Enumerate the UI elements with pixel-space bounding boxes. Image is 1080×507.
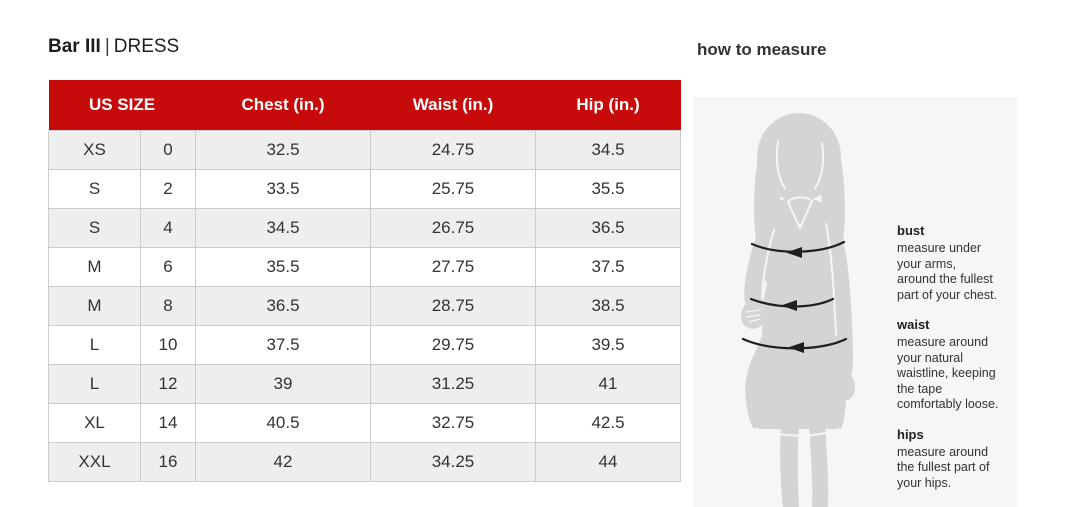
page-title: Bar III | DRESS [48, 36, 179, 58]
cell-hip: 42.5 [535, 402, 681, 443]
measure-label: hips [897, 426, 924, 442]
cell-letter: XL [48, 402, 141, 443]
cell-number: 4 [140, 207, 196, 248]
table-row: L 12 39 31.25 41 [48, 363, 681, 404]
cell-letter: S [48, 168, 141, 209]
cell-number: 10 [140, 324, 196, 365]
category-name: DRESS [113, 36, 180, 57]
table-row: XS 0 32.5 24.75 34.5 [48, 129, 681, 170]
size-table-body: XS 0 32.5 24.75 34.5 S 2 33.5 25.75 35.5 S 4 34.5 26.… [48, 129, 681, 482]
measure-label: bust [897, 223, 925, 238]
how-to-measure-panel: bust measure under your arms, around the … [693, 97, 1017, 507]
cell-chest: 34.5 [195, 207, 371, 248]
table-row: M 8 36.5 28.75 38.5 [48, 285, 681, 326]
header-us-size: US SIZE [48, 80, 196, 130]
cell-chest: 39 [195, 363, 371, 404]
cell-hip: 34.5 [535, 129, 681, 170]
measure-section-waist: waist measure around your natural waistli… [897, 317, 1011, 413]
size-chart-header: US SIZE Chest (in.) Waist (in.) Hip (in.… [48, 80, 681, 130]
cell-number: 6 [140, 246, 196, 287]
measure-sections: bust measure under your arms, around the … [897, 223, 1011, 505]
table-row: S 4 34.5 26.75 36.5 [48, 207, 681, 248]
cell-chest: 37.5 [195, 324, 371, 365]
measure-section-bust: bust measure under your arms, around the … [897, 223, 1011, 303]
measure-text: measure under your arms, around the full… [897, 241, 998, 302]
cell-waist: 24.75 [370, 129, 536, 170]
header-waist: Waist (in.) [370, 80, 536, 130]
cell-waist: 27.75 [370, 246, 536, 287]
cell-number: 14 [140, 402, 196, 443]
cell-letter: XXL [48, 441, 141, 482]
cell-chest: 40.5 [195, 402, 371, 443]
cell-chest: 36.5 [195, 285, 371, 326]
table-row: L 10 37.5 29.75 39.5 [48, 324, 681, 365]
cell-hip: 38.5 [535, 285, 681, 326]
cell-hip: 35.5 [535, 168, 681, 209]
cell-letter: M [48, 246, 141, 287]
table-row: M 6 35.5 27.75 37.5 [48, 246, 681, 287]
table-row: XXL 16 42 34.25 44 [48, 441, 681, 482]
title-separator: | [104, 36, 110, 57]
cell-waist: 34.25 [370, 441, 536, 482]
measure-text: measure around the fullest part of your … [897, 444, 990, 490]
cell-letter: M [48, 285, 141, 326]
table-row: S 2 33.5 25.75 35.5 [48, 168, 681, 209]
woman-silhouette-icon [741, 113, 855, 507]
cell-waist: 32.75 [370, 402, 536, 443]
header-chest: Chest (in.) [195, 80, 371, 130]
cell-letter: L [48, 324, 141, 365]
cell-hip: 39.5 [535, 324, 681, 365]
brand-name: Bar III [48, 36, 101, 57]
cell-number: 0 [140, 129, 196, 170]
size-chart-table: US SIZE Chest (in.) Waist (in.) Hip (in.… [48, 80, 681, 482]
measurement-figure-illustration [693, 97, 903, 507]
cell-letter: S [48, 207, 141, 248]
cell-waist: 28.75 [370, 285, 536, 326]
cell-letter: XS [48, 129, 141, 170]
cell-waist: 25.75 [370, 168, 536, 209]
cell-waist: 26.75 [370, 207, 536, 248]
cell-chest: 42 [195, 441, 371, 482]
cell-letter: L [48, 363, 141, 404]
measurement-arrows [741, 240, 848, 353]
cell-chest: 32.5 [195, 129, 371, 170]
measure-section-hips: hips measure around the fullest part of y… [897, 427, 1011, 492]
cell-number: 16 [140, 441, 196, 482]
cell-hip: 41 [535, 363, 681, 404]
table-row: XL 14 40.5 32.75 42.5 [48, 402, 681, 443]
cell-chest: 35.5 [195, 246, 371, 287]
cell-hip: 36.5 [535, 207, 681, 248]
cell-waist: 29.75 [370, 324, 536, 365]
how-to-measure-title: how to measure [697, 40, 827, 59]
header-hip: Hip (in.) [535, 80, 681, 130]
cell-number: 12 [140, 363, 196, 404]
cell-hip: 37.5 [535, 246, 681, 287]
cell-waist: 31.25 [370, 363, 536, 404]
measure-text: measure around your natural waistline, k… [897, 335, 999, 411]
cell-number: 8 [140, 285, 196, 326]
cell-hip: 44 [535, 441, 681, 482]
cell-number: 2 [140, 168, 196, 209]
measure-label: waist [897, 317, 930, 332]
cell-chest: 33.5 [195, 168, 371, 209]
